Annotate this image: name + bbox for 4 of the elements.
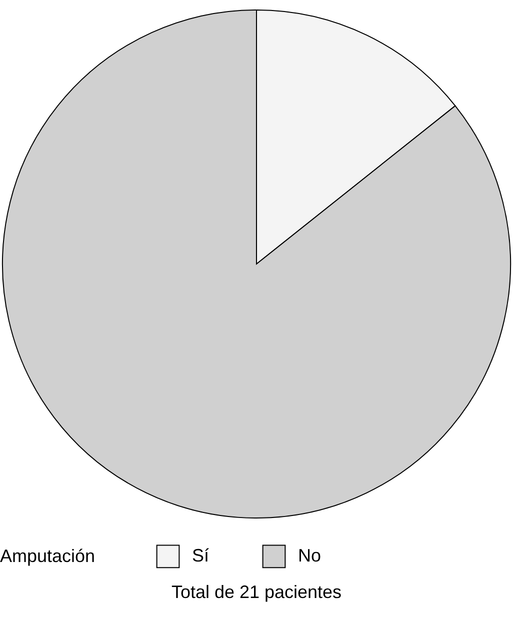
legend-label: No (298, 545, 322, 566)
text: Total de 21 pacientes (171, 582, 342, 602)
legend-title: Amputación (0, 546, 96, 566)
legend-label: Sí (192, 545, 210, 566)
